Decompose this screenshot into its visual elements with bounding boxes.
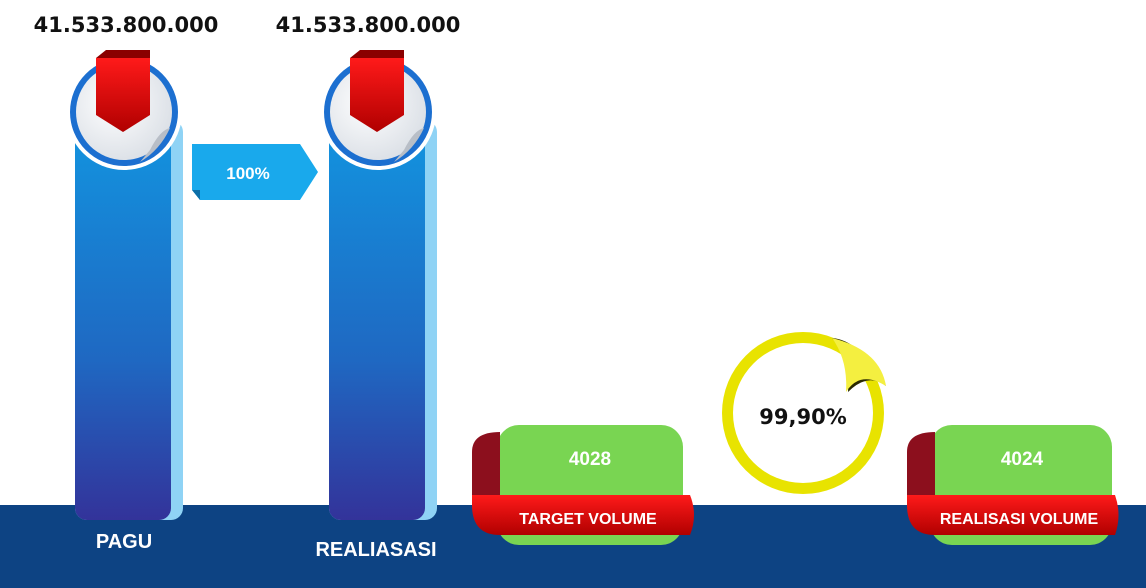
pillar: [66, 50, 183, 520]
realisasi-volume-label: REALISASI VOLUME: [940, 511, 1099, 528]
volume-card: [472, 425, 694, 545]
realisasi-value: 41.533.800.000: [276, 13, 461, 37]
ratio-tag: [192, 144, 318, 200]
pillar: [320, 50, 437, 520]
volume-ratio-text: 99,90%: [759, 405, 846, 429]
ratio-text: 100%: [226, 164, 269, 183]
target-volume-label: TARGET VOLUME: [519, 511, 657, 528]
volume-card: [907, 425, 1119, 545]
pagu-value: 41.533.800.000: [34, 13, 219, 37]
realisasi-label: REALIASASI: [315, 539, 436, 561]
ratio-sticker: [722, 332, 886, 494]
realisasi-volume-value: 4024: [1001, 449, 1044, 470]
target-volume-value: 4028: [569, 449, 611, 470]
pagu-label: PAGU: [96, 531, 152, 553]
